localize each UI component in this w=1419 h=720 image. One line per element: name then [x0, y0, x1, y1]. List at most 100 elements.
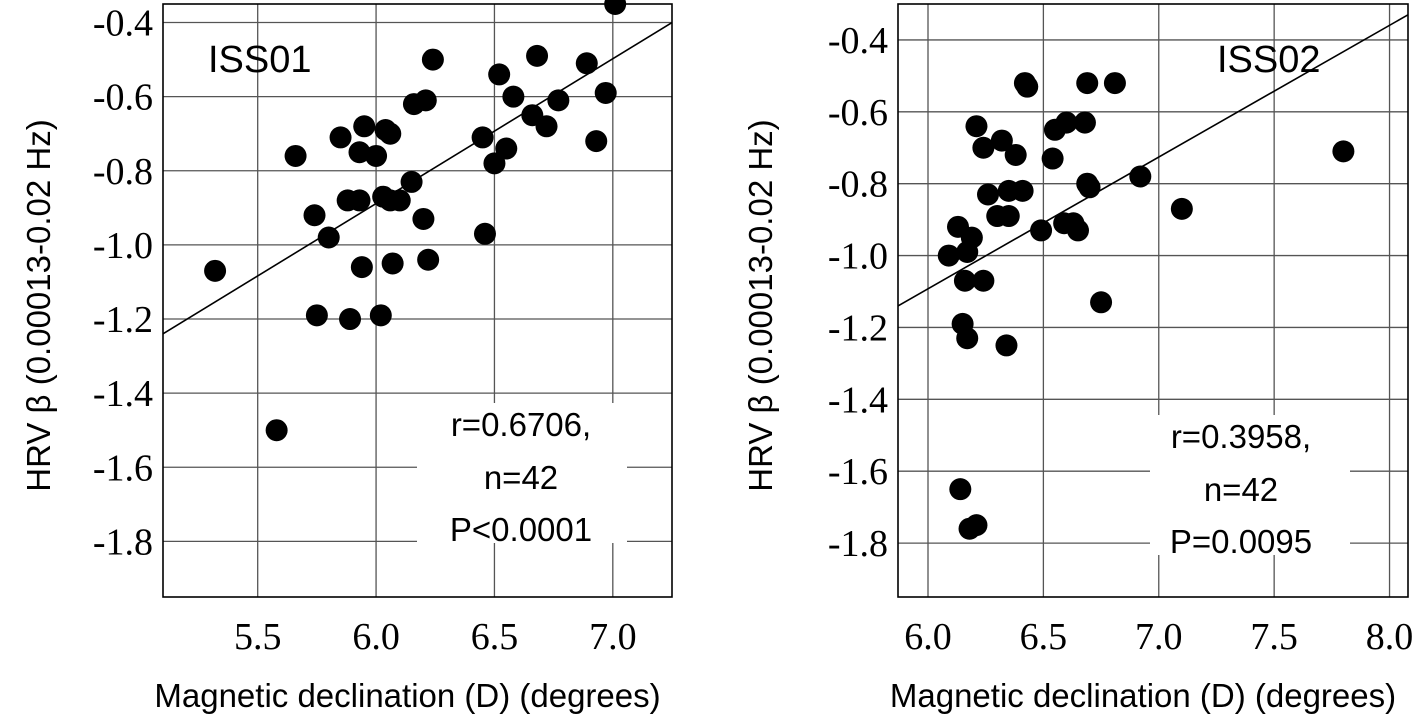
- x-tick-label: 6.0: [904, 616, 952, 658]
- x-tick-label: 8.0: [1366, 616, 1414, 658]
- plot-frame: [162, 3, 673, 598]
- data-point: [995, 334, 1018, 357]
- data-point: [1055, 111, 1078, 134]
- data-point: [204, 259, 227, 282]
- stat-r: r=0.3958,: [1171, 418, 1311, 455]
- panel-label: ISS02: [1217, 39, 1321, 81]
- data-point: [348, 189, 371, 212]
- data-point: [937, 244, 960, 267]
- data-point: [502, 85, 525, 108]
- data-point: [594, 81, 617, 104]
- data-point: [547, 89, 570, 112]
- data-point: [303, 204, 326, 227]
- x-tick-label: 6.5: [1020, 616, 1068, 658]
- y-tick-label: -1.6: [828, 451, 888, 493]
- data-point: [1078, 176, 1101, 199]
- data-point: [348, 141, 371, 164]
- data-point: [990, 129, 1013, 152]
- data-point: [339, 308, 362, 331]
- x-axis-title: Magnetic declination (D) (degrees): [890, 677, 1396, 714]
- x-tick-label: 6.0: [352, 616, 400, 658]
- panel-label: ISS01: [208, 39, 312, 81]
- stats-box-bg: [417, 403, 627, 543]
- data-point: [949, 478, 972, 501]
- data-point: [495, 137, 518, 160]
- data-point: [369, 304, 392, 327]
- x-tick-label: 5.5: [234, 616, 282, 658]
- data-point: [1076, 72, 1099, 95]
- x-tick-label: 7.0: [589, 616, 637, 658]
- data-point: [972, 136, 995, 159]
- data-point: [473, 222, 496, 245]
- y-tick-label: -1.0: [828, 236, 888, 278]
- plot-frame: [897, 3, 1409, 598]
- regression-line: [897, 14, 1409, 307]
- data-point: [1129, 165, 1152, 188]
- stat-p: P=0.0095: [1170, 523, 1312, 560]
- data-point: [305, 304, 328, 327]
- x-tick-label: 7.5: [1250, 616, 1298, 658]
- data-point: [353, 115, 376, 138]
- y-tick-label: -1.0: [93, 225, 153, 267]
- data-point: [604, 0, 627, 15]
- data-point: [400, 170, 423, 193]
- data-point: [575, 52, 598, 75]
- data-point: [1067, 219, 1089, 242]
- y-tick-label: -0.4: [828, 20, 888, 62]
- data-point: [350, 256, 373, 279]
- y-tick-label: -1.4: [828, 379, 888, 421]
- data-point: [965, 514, 988, 537]
- data-point: [1011, 179, 1034, 202]
- y-tick-label: -0.6: [93, 77, 153, 119]
- data-point: [365, 144, 388, 167]
- x-axis-title: Magnetic declination (D) (degrees): [154, 677, 660, 714]
- panel-iss01: -0.4 -0.6 -0.8 -1.0 -1.2 -1.4 -1.6 -1.8 5.5 6.0 6…: [20, 0, 673, 714]
- y-tick-label: -0.8: [828, 164, 888, 206]
- data-point: [956, 327, 979, 350]
- stat-n: n=42: [1204, 471, 1278, 508]
- data-point: [1073, 111, 1096, 134]
- panel-iss02: -0.4 -0.6 -0.8 -1.0 -1.2 -1.4 -1.6 -1.8 6.0 6.5 7…: [742, 3, 1414, 714]
- data-point: [1016, 75, 1039, 98]
- y-tick-label: -1.8: [828, 523, 888, 565]
- data-point: [329, 126, 352, 149]
- data-point: [1004, 143, 1027, 166]
- data-point: [381, 252, 404, 275]
- data-point: [483, 152, 506, 175]
- data-point: [953, 269, 976, 292]
- data-point: [585, 130, 608, 153]
- y-tick-label: -0.6: [828, 92, 888, 134]
- data-point: [471, 126, 494, 149]
- data-point: [265, 419, 288, 442]
- y-axis-title: HRV β (0.00013-0.02 Hz): [742, 119, 779, 491]
- data-point: [997, 205, 1020, 228]
- y-tick-label: -1.2: [828, 307, 888, 349]
- data-point: [1090, 291, 1113, 314]
- data-point: [1170, 197, 1193, 220]
- data-point: [284, 144, 307, 167]
- data-point: [317, 226, 340, 249]
- stat-p: P<0.0001: [450, 511, 592, 548]
- x-tick-label: 7.0: [1135, 616, 1183, 658]
- y-tick-label: -1.6: [93, 447, 153, 489]
- data-point: [526, 44, 549, 67]
- y-axis-title: HRV β (0.00013-0.02 Hz): [20, 119, 57, 491]
- data-point: [1030, 219, 1053, 242]
- data-point: [417, 248, 440, 271]
- data-point: [977, 183, 999, 206]
- data-point: [535, 115, 558, 138]
- data-point: [965, 115, 988, 138]
- y-tick-label: -1.2: [93, 299, 153, 341]
- data-point: [388, 189, 411, 212]
- stat-r: r=0.6706,: [451, 406, 591, 443]
- y-tick-label: -0.8: [93, 151, 153, 193]
- data-point: [414, 89, 437, 112]
- y-tick-label: -0.4: [93, 3, 153, 45]
- stats-box-bg: [1150, 415, 1350, 555]
- data-point: [1332, 140, 1355, 163]
- data-point: [1041, 147, 1064, 170]
- data-point: [1103, 72, 1126, 95]
- data-point: [960, 226, 983, 249]
- data-point: [412, 207, 435, 230]
